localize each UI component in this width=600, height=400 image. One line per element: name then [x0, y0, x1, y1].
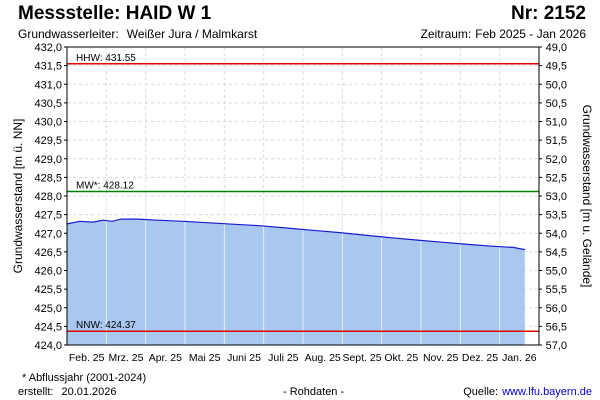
y-tick-label: 428,5	[34, 172, 62, 184]
period-info: Zeitraum: Feb 2025 - Jan 2026	[421, 27, 586, 41]
y2-tick-label: 51,0	[546, 117, 567, 129]
y2-tick-label: 56,5	[546, 321, 567, 333]
y-tick-label: 429,0	[34, 154, 62, 166]
y2-tick-label: 52,5	[546, 172, 567, 184]
y-tick-label: 432,0	[34, 42, 62, 54]
x-tick-label: Okt. 25	[384, 352, 418, 364]
y-tick-label: 427,5	[34, 210, 62, 222]
period-label: Zeitraum:	[420, 27, 472, 41]
y2-tick-label: 54,0	[546, 228, 567, 240]
created-info: erstellt: 20.01.2026	[18, 386, 117, 398]
raw-data-note: - Rohdaten -	[283, 386, 345, 398]
footnote: * Abflussjahr (2001-2024)	[22, 372, 147, 384]
x-tick-label: Nov. 25	[423, 352, 459, 364]
x-tick-label: Mrz. 25	[108, 352, 143, 364]
x-tick-label: Juni 25	[227, 352, 261, 364]
y2-tick-label: 50,5	[546, 98, 567, 110]
y2-tick-label: 49,5	[546, 61, 567, 73]
created-date: 20.01.2026	[61, 386, 117, 398]
y2-tick-label: 57,0	[546, 340, 567, 352]
series-line	[66, 218, 525, 251]
x-tick-label: Apr. 25	[149, 352, 182, 364]
y-tick-label: 425,0	[34, 303, 62, 315]
x-tick-label: Sept. 25	[342, 352, 381, 364]
y2-tick-label: 55,5	[546, 284, 567, 296]
y-tick-label: 431,5	[34, 61, 62, 73]
y2-tick-label: 49,0	[546, 42, 567, 54]
y-tick-label: 426,5	[34, 247, 62, 259]
y2-tick-label: 56,0	[546, 303, 567, 315]
created-label: erstellt:	[18, 386, 54, 398]
y2-tick-label: 55,0	[546, 266, 567, 278]
x-tick-label: Mai 25	[189, 352, 221, 364]
y-tick-label: 427,0	[34, 228, 62, 240]
y2-tick-label: 53,5	[546, 210, 567, 222]
x-tick-label: Feb. 25	[69, 352, 105, 364]
aquifer-info: Grundwasserleiter: Weißer Jura / Malmkars…	[18, 27, 257, 41]
source-info: Quelle: www.lfu.bayern.de	[463, 386, 592, 398]
y2-tick-label: 53,0	[546, 191, 567, 203]
y2-tick-label: 54,5	[546, 247, 567, 259]
y-tick-label: 430,0	[34, 117, 62, 129]
source-link[interactable]: www.lfu.bayern.de	[502, 386, 592, 398]
y-tick-label: 424,0	[34, 340, 62, 352]
source-label: Quelle:	[463, 386, 499, 398]
y2-tick-label: 50,0	[546, 79, 567, 91]
series-area	[67, 219, 525, 345]
x-tick-label: Jan. 26	[502, 352, 537, 364]
y-tick-label: 428,0	[34, 191, 62, 203]
aquifer-value: Weißer Jura / Malmkarst	[126, 27, 258, 41]
reference-label: NNW: 424.37	[76, 320, 136, 331]
y-tick-label: 424,5	[34, 321, 62, 333]
y2-tick-label: 51,5	[546, 135, 567, 147]
reference-label: MW*: 428.12	[76, 181, 134, 192]
station-title: Messstelle: HAID W 1	[18, 3, 212, 24]
y-tick-label: 429,5	[34, 135, 62, 147]
x-tick-label: Juli 25	[268, 352, 299, 364]
y-tick-label: 431,0	[34, 79, 62, 91]
y-axis-title: Grundwasserstand [m ü. NN]	[11, 119, 25, 274]
reference-label: HHW: 431.55	[76, 53, 136, 64]
period-value: Feb 2025 - Jan 2026	[475, 27, 586, 41]
y2-tick-label: 52,0	[546, 154, 567, 166]
y-tick-label: 426,0	[34, 266, 62, 278]
y-tick-label: 430,5	[34, 98, 62, 110]
aquifer-label: Grundwasserleiter:	[18, 27, 119, 41]
station-number: Nr: 2152	[511, 3, 586, 24]
x-tick-label: Dez. 25	[462, 352, 498, 364]
x-tick-label: Aug. 25	[305, 352, 341, 364]
y2-axis-title: Grundwasserstand [m u. Gelände]	[580, 105, 594, 288]
y-tick-label: 425,5	[34, 284, 62, 296]
